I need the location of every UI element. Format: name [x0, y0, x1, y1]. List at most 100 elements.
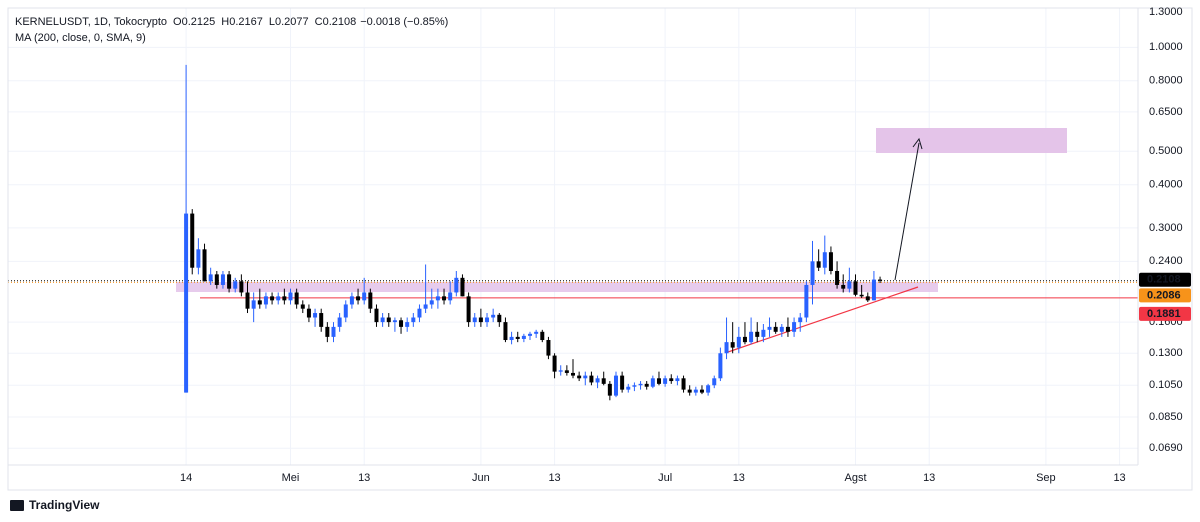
candle-body — [699, 389, 704, 393]
candle-body — [792, 322, 797, 332]
y-tick-label: 0.6500 — [1149, 106, 1183, 118]
ohlc-value: 0.2108 — [323, 16, 357, 28]
candle-body — [558, 370, 563, 372]
y-tick-label: 1.3000 — [1149, 6, 1183, 18]
candle-body — [448, 292, 453, 301]
indicator: MA (200, close, 0, SMA, 9) — [15, 32, 146, 44]
candle-body — [571, 372, 575, 376]
candle-body — [736, 336, 741, 348]
candle-body — [853, 281, 858, 295]
candle-body — [871, 279, 876, 301]
candle-body — [577, 375, 582, 379]
candle-body — [540, 331, 545, 341]
candle-body — [828, 252, 833, 272]
candle-body — [773, 326, 778, 332]
candle-body — [546, 340, 551, 356]
candle-body — [521, 335, 526, 339]
candle-body — [405, 322, 410, 327]
y-tick-label: 0.3000 — [1149, 222, 1183, 234]
ohlc-label: C — [315, 16, 323, 28]
ohlc-label: H — [221, 16, 229, 28]
candle-body — [300, 304, 305, 309]
candle-body — [859, 294, 864, 297]
y-tick-label: 0.1050 — [1149, 379, 1183, 391]
arrow-head — [912, 137, 923, 150]
candle-body — [392, 320, 397, 323]
candle-body — [184, 213, 189, 393]
candle-body — [423, 304, 428, 309]
candle-body — [251, 300, 256, 309]
candle-body — [245, 292, 250, 309]
candle-body — [595, 378, 600, 383]
x-tick-label: 13 — [548, 472, 560, 484]
candle-body — [675, 378, 680, 382]
candle-body — [644, 383, 649, 387]
ohlc-value: 0.2125 — [182, 16, 216, 28]
candle-body — [214, 274, 219, 285]
candle-body — [478, 317, 483, 323]
candle-body — [798, 317, 803, 323]
candle-body — [313, 313, 318, 318]
candle-body — [632, 385, 637, 387]
symbol: KERNELUSDT, 1D, Tokocrypto — [15, 16, 167, 28]
ohlc: O0.2125 H0.2167 L0.2077 C0.2108 — [173, 16, 356, 28]
candle-body — [552, 355, 557, 372]
support-zone — [176, 282, 938, 292]
change: −0.0018 (−0.85%) — [360, 16, 448, 28]
candle-body — [294, 292, 299, 305]
x-tick-label: Sep — [1036, 472, 1056, 484]
arrow-line — [894, 142, 920, 281]
candle-body — [724, 342, 729, 354]
candle-body — [196, 249, 201, 268]
x-tick-label: 13 — [1113, 472, 1125, 484]
candle-body — [687, 389, 692, 393]
candle-body — [669, 378, 674, 382]
candle-body — [343, 304, 348, 318]
price-badge-label: 0.2086 — [1147, 289, 1181, 301]
candle-body — [282, 296, 287, 301]
ohlc-value: 0.2167 — [229, 16, 263, 28]
y-tick-label: 0.0850 — [1149, 411, 1183, 423]
y-tick-label: 0.5000 — [1149, 145, 1183, 157]
candle-body — [374, 308, 379, 323]
candle-body — [399, 320, 404, 327]
candle-body — [411, 317, 416, 323]
candle-body — [503, 322, 508, 341]
y-tick-label: 0.1300 — [1149, 347, 1183, 359]
candle-body — [620, 375, 625, 390]
candle-body — [638, 383, 643, 386]
candle-body — [804, 284, 809, 318]
candle-body — [847, 281, 852, 289]
frame — [7, 7, 1193, 491]
candle-body — [386, 317, 391, 323]
ohlc-label: O — [173, 16, 182, 28]
candle-body — [460, 277, 465, 297]
candle-body — [325, 326, 330, 337]
candle-body — [742, 336, 747, 343]
candle-body — [589, 375, 594, 383]
candle-body — [454, 277, 459, 293]
price-badge-label: 0.2108 — [1147, 274, 1181, 286]
candle-body — [761, 329, 766, 337]
candle-body — [208, 274, 213, 282]
x-tick-label: 13 — [923, 472, 935, 484]
candle-body — [607, 383, 612, 396]
candle-body — [822, 252, 827, 268]
x-tick-label: Jul — [658, 472, 672, 484]
candle-body — [810, 261, 815, 285]
candle-body — [515, 336, 520, 339]
candle-body — [712, 378, 717, 386]
ohlc-value: 0.2077 — [275, 16, 309, 28]
price-badge-label: 0.1881 — [1147, 308, 1181, 320]
candle-body — [583, 375, 588, 379]
candle-body — [263, 296, 268, 305]
x-tick-label: 14 — [180, 472, 192, 484]
candle-body — [730, 342, 735, 348]
candle-body — [202, 249, 207, 282]
candle-body — [779, 326, 784, 332]
candle-body — [220, 274, 225, 285]
candle-body — [656, 378, 661, 384]
candle-body — [227, 274, 232, 289]
candle-body — [362, 292, 367, 301]
candle-body — [767, 326, 772, 330]
